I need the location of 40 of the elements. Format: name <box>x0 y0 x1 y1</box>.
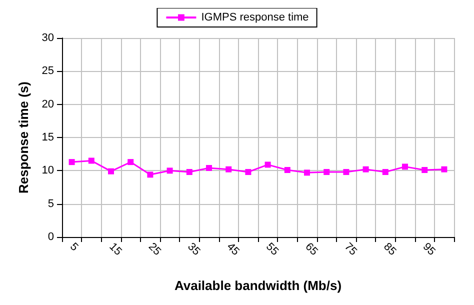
y-tick-label: 25 <box>42 65 54 78</box>
point <box>206 165 212 172</box>
x-tick-label: 85 <box>381 240 398 258</box>
point <box>324 168 330 175</box>
point <box>422 167 428 174</box>
x-tick-label: 75 <box>342 240 360 258</box>
point <box>186 168 192 175</box>
point <box>362 166 369 172</box>
y-tick-label: 10 <box>42 164 54 177</box>
x-tick-label: 15 <box>106 240 124 258</box>
point <box>304 170 310 176</box>
x-tick-label: 45 <box>224 240 242 258</box>
x-tick-label: 55 <box>264 240 281 258</box>
y-tick-label: 30 <box>42 32 54 44</box>
point <box>264 162 271 168</box>
point <box>343 168 350 175</box>
point <box>128 159 134 166</box>
point <box>166 168 173 174</box>
point <box>108 168 114 174</box>
point <box>245 168 252 175</box>
point <box>226 166 232 172</box>
y-axis-title: Response time (s) <box>16 82 31 194</box>
point <box>88 158 94 164</box>
y-tick-label: 0 <box>48 231 54 243</box>
x-tick-label: 65 <box>302 240 320 258</box>
x-tick-label: 5 <box>68 240 80 254</box>
y-tick-label: 20 <box>42 98 54 110</box>
point <box>147 172 154 178</box>
point <box>441 166 448 172</box>
point <box>402 164 408 170</box>
y-tick-label: 5 <box>48 198 54 210</box>
x-tick-label: 35 <box>185 240 202 258</box>
x-tick-label: 95 <box>420 240 438 258</box>
x-tick-label: 25 <box>146 240 164 258</box>
point <box>68 159 75 166</box>
point <box>382 168 388 175</box>
point <box>284 167 290 174</box>
y-tick-label: 15 <box>42 132 54 144</box>
legend-label: IGMPS response time <box>201 12 309 24</box>
x-axis-title: Available bandwidth (Mb/s) <box>174 278 342 293</box>
